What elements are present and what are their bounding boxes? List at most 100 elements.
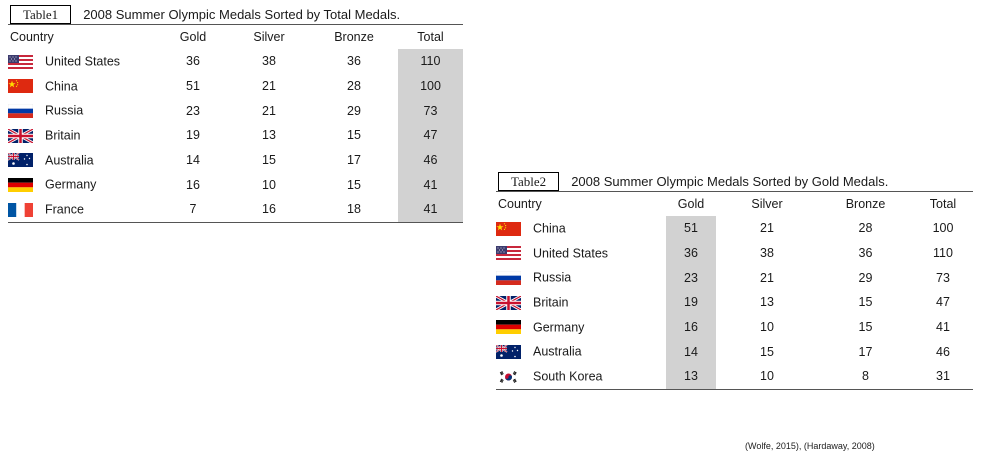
table-row: Australia 14 15 17 46 [495,339,973,365]
usa-flag-icon [8,54,33,69]
bronze-cell: 15 [858,320,873,335]
silver-cell: 16 [228,197,310,223]
table2: Country Gold Silver Bronze Total China 51 21 28… [495,191,973,390]
bronze-cell: 18 [310,197,398,223]
table1-header-bronze: Bronze [334,30,374,44]
table-row: China 51 21 28 100 [8,73,463,99]
table-row: Russia 23 21 29 73 [495,265,973,291]
table-row: Australia 14 15 17 46 [7,147,463,173]
silver-cell: 15 [760,344,774,359]
country-name: Britain [45,128,81,143]
table-row: Germany 16 10 15 41 [496,314,973,340]
gold-cell: 19 [186,128,200,143]
germany-flag-icon [496,320,521,335]
australia-flag-icon [7,152,33,168]
silver-cell: 21 [760,270,774,285]
table2-header-bronze: Bronze [845,197,886,211]
silver-cell: 10 [760,320,774,335]
south-korea-flag-icon [496,369,521,384]
country-cell: South Korea [496,364,666,390]
total-cell: 47 [936,295,950,310]
gold-cell: 13 [666,364,716,390]
country-cell: France [8,197,158,223]
country-name: France [45,202,84,217]
table-row: Britain 19 13 15 47 [495,290,973,315]
table2-header-total: Total [929,197,957,211]
silver-cell: 21 [262,79,276,94]
table2-header-gold: Gold [677,197,705,211]
bronze-cell: 36 [347,54,361,69]
country-name: Germany [45,178,97,193]
bronze-cell: 29 [347,103,361,118]
table2-block: Table2 2008 Summer Olympic Medals Sorted… [495,171,973,390]
table1-caption: 2008 Summer Olympic Medals Sorted by Tot… [83,6,401,22]
table1-header-country: Country [10,30,54,44]
table-row: South Korea 13 10 8 31 [496,364,973,390]
citation: (Wolfe, 2015), (Hardaway, 2008) [745,441,875,451]
country-cell: China [8,74,158,99]
total-cell: 47 [398,123,463,148]
country-cell: Germany [496,315,666,340]
bronze-cell: 15 [858,295,873,310]
france-flag-icon [8,202,33,217]
gold-cell: 51 [186,79,200,94]
russia-flag-icon [7,103,34,119]
table1-header-total: Total [417,30,444,44]
bronze-cell: 17 [347,153,361,168]
table1-header-gold: Gold [179,30,207,44]
bronze-cell: 17 [858,344,873,359]
total-cell: 41 [398,197,463,223]
gold-cell: 19 [666,290,716,315]
country-name: China [45,79,78,94]
bronze-cell: 8 [818,364,913,390]
country-name: Australia [533,345,582,360]
country-name: South Korea [533,369,603,384]
table-row: United States 36 38 36 110 [496,240,973,266]
gold-cell: 16 [186,177,200,192]
country-cell: Australia [495,339,666,364]
bronze-cell: 15 [347,177,361,192]
total-cell: 110 [933,246,953,261]
total-cell: 41 [936,320,950,335]
table2-caption-row: Table2 2008 Summer Olympic Medals Sorted… [496,171,973,191]
germany-flag-icon [8,178,33,193]
table-row: Russia 23 21 29 73 [7,98,463,124]
table1-caption-row: Table1 2008 Summer Olympic Medals Sorted… [8,4,463,24]
country-name: Britain [533,295,569,310]
silver-cell: 13 [760,295,774,310]
table2-tag: Table2 [498,171,560,191]
silver-cell: 38 [760,246,774,261]
bronze-cell: 36 [858,246,873,261]
uk-flag-icon [495,294,522,312]
country-cell: Germany [8,172,158,197]
country-cell: Australia [7,148,158,173]
table-row: Britain 19 13 15 47 [7,123,463,148]
country-cell: China [496,216,666,241]
bronze-cell: 28 [858,221,873,236]
gold-cell: 14 [186,153,200,168]
table2-header-row: Country Gold Silver Bronze Total [496,191,973,217]
table2-caption: 2008 Summer Olympic Medals Sorted by Gol… [571,173,889,189]
gold-cell: 36 [186,54,200,69]
country-name: Germany [533,320,585,335]
table-row: France 7 16 18 41 [8,197,463,223]
china-flag-icon [496,221,521,236]
gold-cell: 14 [666,339,716,365]
country-name: Russia [533,271,572,286]
silver-cell: 10 [716,364,818,390]
table2-header-country: Country [498,197,542,211]
russia-flag-icon [495,270,522,286]
china-flag-icon [8,79,33,94]
table1-block: Table1 2008 Summer Olympic Medals Sorted… [7,4,463,223]
total-cell: 46 [936,344,950,359]
silver-cell: 21 [262,103,276,118]
gold-cell: 23 [666,265,716,291]
bronze-cell: 29 [858,270,873,285]
country-name: United States [533,246,609,261]
country-cell: United States [8,49,158,74]
table2-header-silver: Silver [751,197,783,211]
country-name: Russia [45,104,84,119]
gold-cell: 16 [666,314,716,340]
table-row: Germany 16 10 15 41 [8,172,463,198]
country-cell: Britain [495,290,666,315]
